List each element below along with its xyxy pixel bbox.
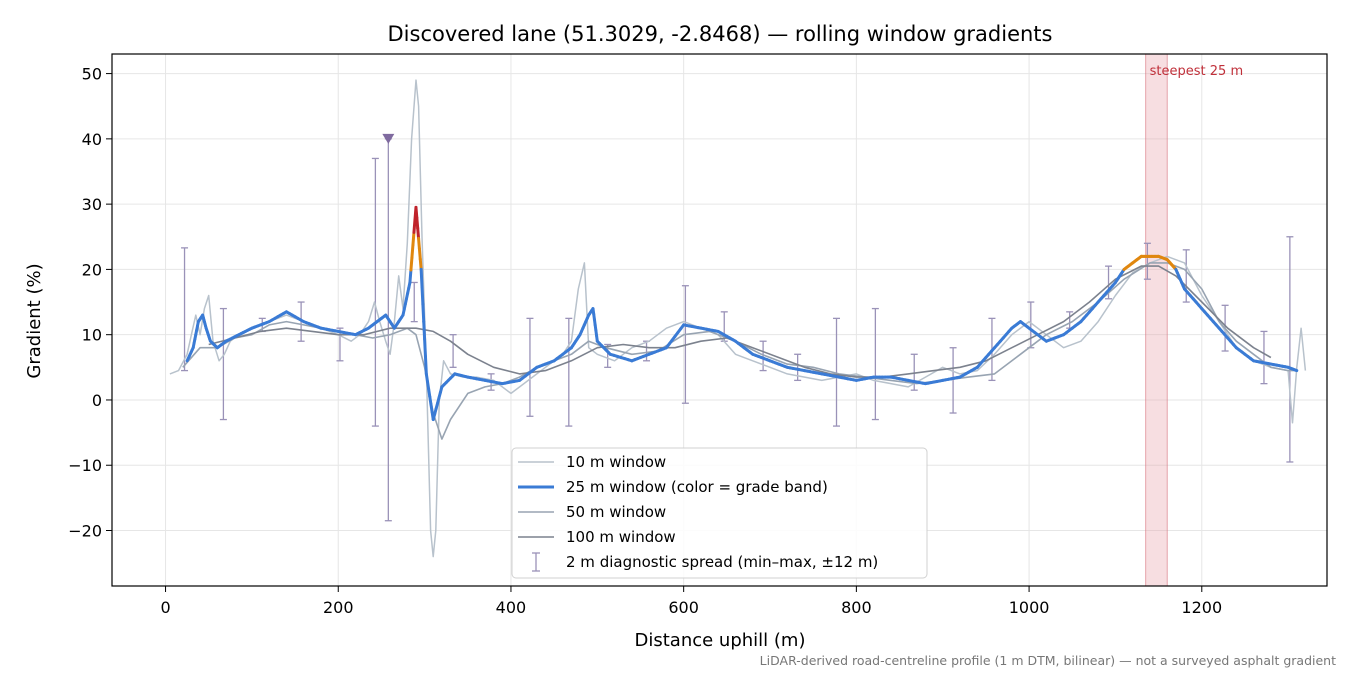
legend-label-errorbar: 2 m diagnostic spread (min–max, ±12 m) bbox=[566, 553, 878, 571]
y-tick-label: −10 bbox=[68, 456, 102, 475]
series-segment-w25 bbox=[421, 302, 426, 324]
legend-label-w100: 100 m window bbox=[566, 528, 676, 546]
legend: 10 m window 25 m window (color = grade ba… bbox=[511, 447, 928, 579]
y-tick-label: 50 bbox=[82, 65, 102, 84]
series-segment-w25 bbox=[420, 285, 425, 306]
x-tick-label: 400 bbox=[496, 598, 527, 617]
series-segment-w25 bbox=[423, 337, 427, 358]
legend-label-w10: 10 m window bbox=[566, 453, 666, 471]
x-tick-label: 0 bbox=[160, 598, 170, 617]
highlight-label: steepest 25 m bbox=[1150, 64, 1243, 79]
series-segment-w25 bbox=[411, 230, 416, 247]
x-tick-label: 600 bbox=[668, 598, 699, 617]
x-tick-label: 1000 bbox=[1009, 598, 1050, 617]
series-segment-w25 bbox=[417, 236, 421, 251]
axis-ticks: 0 200 400 600 800 1000 1200 50 40 30 20 10 0 −10 −20 bbox=[68, 53, 1328, 617]
peak-marker bbox=[382, 133, 395, 144]
chart-title: Discovered lane (51.3029, -2.8468) — rol… bbox=[388, 22, 1053, 46]
legend-box bbox=[511, 447, 928, 579]
y-tick-label: −20 bbox=[68, 522, 102, 541]
marker-triangle bbox=[382, 133, 395, 144]
legend-label-w25: 25 m window (color = grade band) bbox=[566, 478, 828, 496]
series-segment-w25 bbox=[418, 257, 423, 271]
series-segment-w25 bbox=[412, 218, 417, 234]
series-segment-w25 bbox=[415, 216, 420, 230]
y-tick-label: 10 bbox=[82, 326, 102, 345]
series-lines bbox=[169, 79, 1307, 558]
y-axis-label: Gradient (%) bbox=[24, 263, 45, 378]
series-segment-w25 bbox=[422, 320, 427, 341]
series-segment-w25 bbox=[419, 267, 424, 289]
y-tick-label: 30 bbox=[82, 195, 102, 214]
series-segment-w25 bbox=[423, 354, 428, 376]
series-segment-w25 bbox=[409, 255, 414, 272]
x-tick-label: 200 bbox=[323, 598, 354, 617]
footnote: LiDAR-derived road-centreline profile (1… bbox=[760, 653, 1336, 668]
x-tick-label: 1200 bbox=[1181, 598, 1222, 617]
series-segment-w25 bbox=[417, 247, 422, 261]
plot-frame bbox=[111, 53, 1328, 587]
y-tick-label: 0 bbox=[92, 391, 102, 410]
series-segment-w25 bbox=[408, 268, 413, 284]
steepest-highlight: steepest 25 m bbox=[1145, 53, 1243, 587]
series-segment-w25 bbox=[416, 226, 421, 240]
legend-label-w50: 50 m window bbox=[566, 503, 666, 521]
highlight-band bbox=[1145, 53, 1168, 587]
y-tick-label: 20 bbox=[82, 260, 102, 279]
y-tick-label: 40 bbox=[82, 130, 102, 149]
x-axis-label: Distance uphill (m) bbox=[635, 630, 806, 651]
x-tick-label: 800 bbox=[841, 598, 872, 617]
series-segment-w25 bbox=[414, 205, 419, 220]
series-segment-w25 bbox=[1293, 368, 1299, 373]
series-segment-w25 bbox=[410, 243, 415, 259]
